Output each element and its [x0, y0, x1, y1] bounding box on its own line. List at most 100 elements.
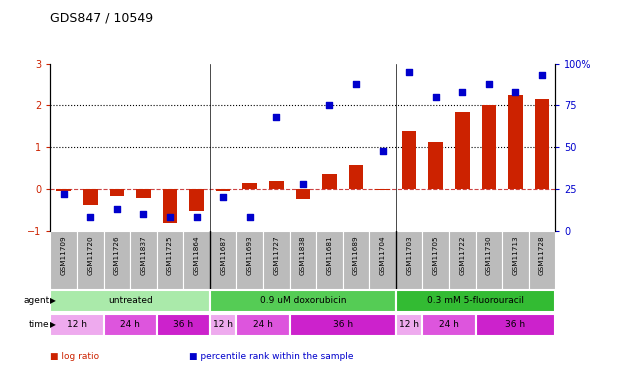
Bar	[396, 314, 422, 336]
Text: GSM11687: GSM11687	[220, 235, 226, 275]
Bar	[237, 314, 290, 336]
Bar	[322, 174, 337, 189]
Text: GSM11837: GSM11837	[141, 235, 146, 275]
Bar	[476, 231, 502, 289]
Point	[192, 214, 202, 220]
Point	[457, 89, 468, 95]
Bar	[237, 231, 263, 289]
Point	[165, 214, 175, 220]
Text: GSM11727: GSM11727	[273, 235, 280, 275]
Point	[510, 89, 521, 95]
Text: GSM11864: GSM11864	[194, 235, 199, 275]
Bar	[369, 231, 396, 289]
Bar	[449, 231, 476, 289]
Bar	[77, 231, 103, 289]
Bar	[316, 231, 343, 289]
Point	[351, 81, 361, 87]
Text: 36 h: 36 h	[333, 320, 353, 329]
Bar	[163, 189, 177, 223]
Text: GSM11720: GSM11720	[87, 235, 93, 275]
Text: ▶: ▶	[50, 320, 56, 329]
Bar	[290, 231, 316, 289]
Bar	[422, 314, 476, 336]
Point	[271, 114, 281, 120]
Bar	[216, 189, 230, 191]
Text: GSM11703: GSM11703	[406, 235, 412, 275]
Bar	[130, 231, 156, 289]
Bar	[502, 231, 529, 289]
Text: GDS847 / 10549: GDS847 / 10549	[50, 11, 153, 24]
Bar	[529, 231, 555, 289]
Text: untreated: untreated	[108, 296, 153, 305]
Bar	[156, 314, 210, 336]
Bar	[103, 231, 130, 289]
Bar	[50, 314, 103, 336]
Bar	[210, 314, 237, 336]
Bar	[156, 231, 184, 289]
Bar	[110, 189, 124, 196]
Text: GSM11709: GSM11709	[61, 235, 67, 275]
Bar	[295, 189, 310, 200]
Bar	[375, 189, 390, 190]
Text: 0.9 uM doxorubicin: 0.9 uM doxorubicin	[259, 296, 346, 305]
Point	[245, 214, 255, 220]
Text: GSM11704: GSM11704	[380, 235, 386, 275]
Text: 12 h: 12 h	[213, 320, 233, 329]
Point	[85, 214, 95, 220]
Point	[218, 194, 228, 200]
Bar	[210, 290, 396, 312]
Text: time: time	[29, 320, 50, 329]
Bar	[242, 183, 257, 189]
Text: GSM11838: GSM11838	[300, 235, 306, 275]
Text: GSM11728: GSM11728	[539, 235, 545, 275]
Text: 0.3 mM 5-fluorouracil: 0.3 mM 5-fluorouracil	[427, 296, 524, 305]
Text: 12 h: 12 h	[399, 320, 419, 329]
Point	[431, 94, 441, 100]
Text: GSM11726: GSM11726	[114, 235, 120, 275]
Bar	[184, 231, 210, 289]
Bar	[56, 189, 71, 191]
Bar	[189, 189, 204, 211]
Bar	[50, 231, 77, 289]
Bar	[455, 112, 469, 189]
Point	[112, 206, 122, 212]
Text: GSM11705: GSM11705	[433, 235, 439, 275]
Text: GSM11725: GSM11725	[167, 235, 173, 275]
Bar	[269, 181, 283, 189]
Bar	[83, 189, 98, 205]
Point	[404, 69, 414, 75]
Text: ▶: ▶	[50, 296, 56, 305]
Bar	[50, 290, 210, 312]
Bar	[428, 142, 443, 189]
Bar	[349, 165, 363, 189]
Bar	[343, 231, 369, 289]
Point	[59, 191, 69, 197]
Bar	[103, 314, 156, 336]
Text: GSM11693: GSM11693	[247, 235, 253, 275]
Text: GSM11681: GSM11681	[326, 235, 333, 275]
Text: agent: agent	[23, 296, 50, 305]
Bar	[396, 290, 555, 312]
Text: GSM11730: GSM11730	[486, 235, 492, 275]
Bar	[210, 231, 237, 289]
Text: 36 h: 36 h	[174, 320, 193, 329]
Text: 36 h: 36 h	[505, 320, 526, 329]
Text: GSM11722: GSM11722	[459, 235, 465, 275]
Point	[484, 81, 494, 87]
Bar	[422, 231, 449, 289]
Text: ■ log ratio: ■ log ratio	[50, 352, 100, 361]
Text: 24 h: 24 h	[121, 320, 140, 329]
Bar	[481, 105, 496, 189]
Point	[324, 102, 334, 108]
Bar	[476, 314, 555, 336]
Point	[298, 181, 308, 187]
Bar	[263, 231, 290, 289]
Point	[537, 72, 547, 78]
Bar	[290, 314, 396, 336]
Bar	[136, 189, 151, 198]
Text: ■ percentile rank within the sample: ■ percentile rank within the sample	[189, 352, 354, 361]
Bar	[402, 131, 416, 189]
Text: GSM11689: GSM11689	[353, 235, 359, 275]
Bar	[396, 231, 422, 289]
Text: 24 h: 24 h	[253, 320, 273, 329]
